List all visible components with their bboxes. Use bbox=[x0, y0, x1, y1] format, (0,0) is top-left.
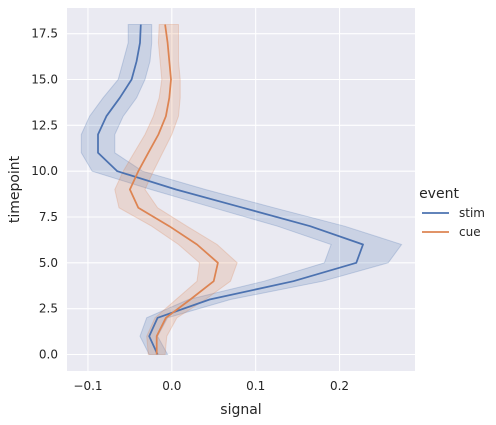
plot-background bbox=[67, 8, 415, 371]
grid bbox=[67, 8, 415, 371]
y-axis-label: timepoint bbox=[7, 155, 23, 223]
legend-title: event bbox=[419, 186, 459, 202]
x-tick-label: 0.1 bbox=[246, 379, 265, 393]
line-stim bbox=[97, 24, 364, 355]
legend: event stim cue bbox=[419, 186, 485, 239]
line-cue bbox=[129, 24, 219, 355]
legend-label-stim: stim bbox=[459, 206, 485, 220]
y-tick-label: 2.5 bbox=[39, 302, 58, 316]
y-tick-label: 10.0 bbox=[31, 164, 58, 178]
y-tick-labels: 0.0 2.5 5.0 7.5 10.0 12.5 15.0 17.5 bbox=[31, 27, 58, 362]
legend-label-cue: cue bbox=[459, 225, 481, 239]
x-tick-labels: −0.1 0.0 0.1 0.2 bbox=[73, 379, 349, 393]
x-axis-label: signal bbox=[220, 402, 261, 418]
x-tick-label: 0.0 bbox=[162, 379, 181, 393]
y-tick-label: 15.0 bbox=[31, 73, 58, 87]
y-tick-label: 5.0 bbox=[39, 256, 58, 270]
band-stim bbox=[80, 24, 403, 355]
confidence-bands bbox=[80, 24, 403, 355]
y-tick-label: 0.0 bbox=[39, 348, 58, 362]
band-cue bbox=[114, 24, 238, 355]
y-tick-label: 17.5 bbox=[31, 27, 58, 41]
x-tick-label: −0.1 bbox=[73, 379, 102, 393]
x-tick-label: 0.2 bbox=[330, 379, 349, 393]
y-tick-label: 12.5 bbox=[31, 118, 58, 132]
y-tick-label: 7.5 bbox=[39, 210, 58, 224]
series-lines bbox=[97, 24, 364, 355]
